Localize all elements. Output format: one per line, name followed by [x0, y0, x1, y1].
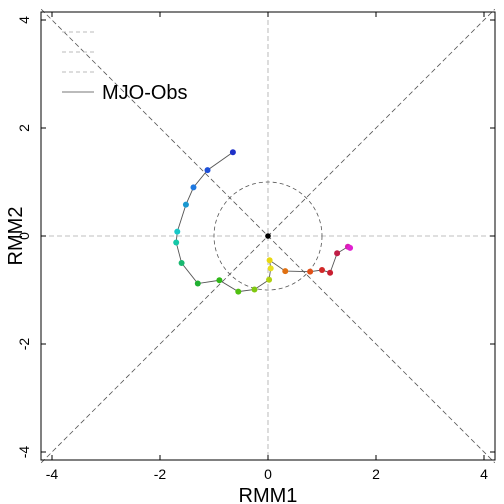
- data-point: [347, 244, 354, 251]
- data-point: [178, 260, 185, 266]
- x-tick-label: 2: [372, 466, 380, 482]
- data-point: [327, 269, 334, 276]
- data-point: [235, 288, 242, 295]
- y-tick-label: -4: [16, 446, 32, 459]
- x-tick-label: -2: [154, 466, 167, 482]
- data-point: [267, 265, 274, 272]
- legend-label-3: MJO-Obs: [102, 82, 188, 104]
- x-tick-label: -4: [46, 466, 59, 482]
- y-tick-label: 2: [16, 124, 32, 132]
- data-point: [251, 286, 258, 293]
- data-point: [194, 280, 201, 287]
- data-point: [182, 201, 189, 208]
- data-point: [307, 268, 314, 275]
- data-point: [319, 267, 325, 274]
- y-axis-title: RMM2: [5, 207, 27, 266]
- data-point: [266, 257, 273, 264]
- data-point: [282, 268, 289, 275]
- data-point: [266, 276, 273, 283]
- unit-amplitude-circle: [213, 181, 323, 291]
- x-tick-label: 0: [264, 466, 272, 482]
- data-point: [174, 228, 181, 235]
- data-point: [190, 184, 197, 191]
- x-tick-label: 4: [480, 466, 488, 482]
- data-point: [334, 250, 341, 257]
- y-tick-label: 0: [16, 232, 32, 240]
- origin-point: [265, 233, 271, 239]
- data-point: [229, 149, 236, 156]
- y-tick-label: 4: [16, 16, 32, 24]
- data-point: [216, 277, 223, 284]
- y-tick-label: -2: [16, 338, 32, 351]
- x-axis-title: RMM1: [239, 485, 298, 504]
- data-point: [204, 167, 211, 174]
- data-point: [173, 239, 180, 246]
